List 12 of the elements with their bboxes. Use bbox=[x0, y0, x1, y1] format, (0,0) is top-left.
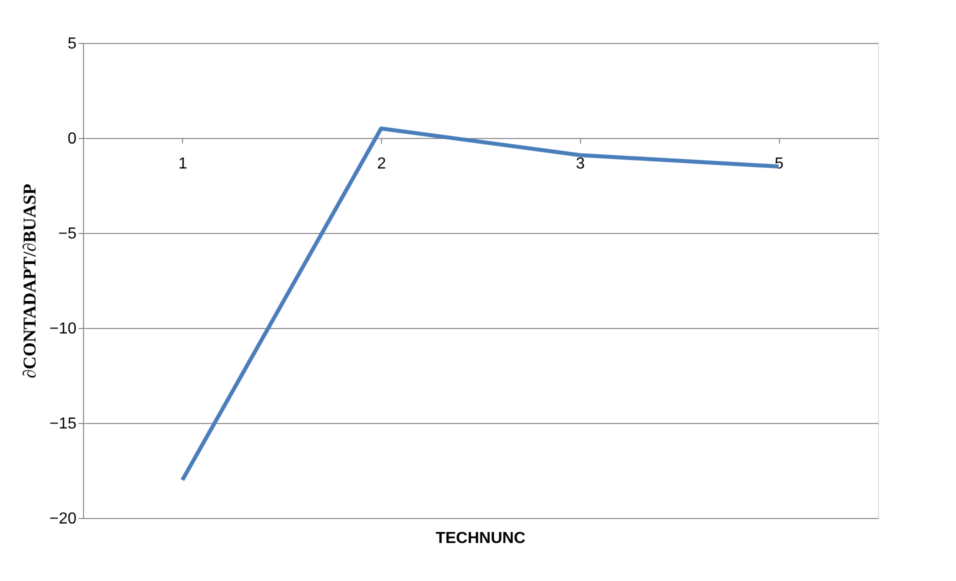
y-tick-label: −10 bbox=[49, 320, 77, 338]
y-tick-label: −20 bbox=[49, 510, 77, 528]
x-tick-label: 3 bbox=[576, 156, 585, 172]
y-axis-title: ∂CONTADAPT/∂BUASP bbox=[19, 184, 40, 378]
line-series bbox=[180, 126, 781, 482]
x-axis-title: TECHNUNC bbox=[436, 530, 526, 547]
y-tick-label: −5 bbox=[58, 226, 77, 242]
x-tick-label: 1 bbox=[178, 156, 188, 172]
y-tick-label: 0 bbox=[68, 130, 77, 148]
y-tick-label: 5 bbox=[68, 36, 77, 52]
x-tick-label: 2 bbox=[377, 156, 386, 172]
y-tick-label: −15 bbox=[49, 416, 77, 432]
